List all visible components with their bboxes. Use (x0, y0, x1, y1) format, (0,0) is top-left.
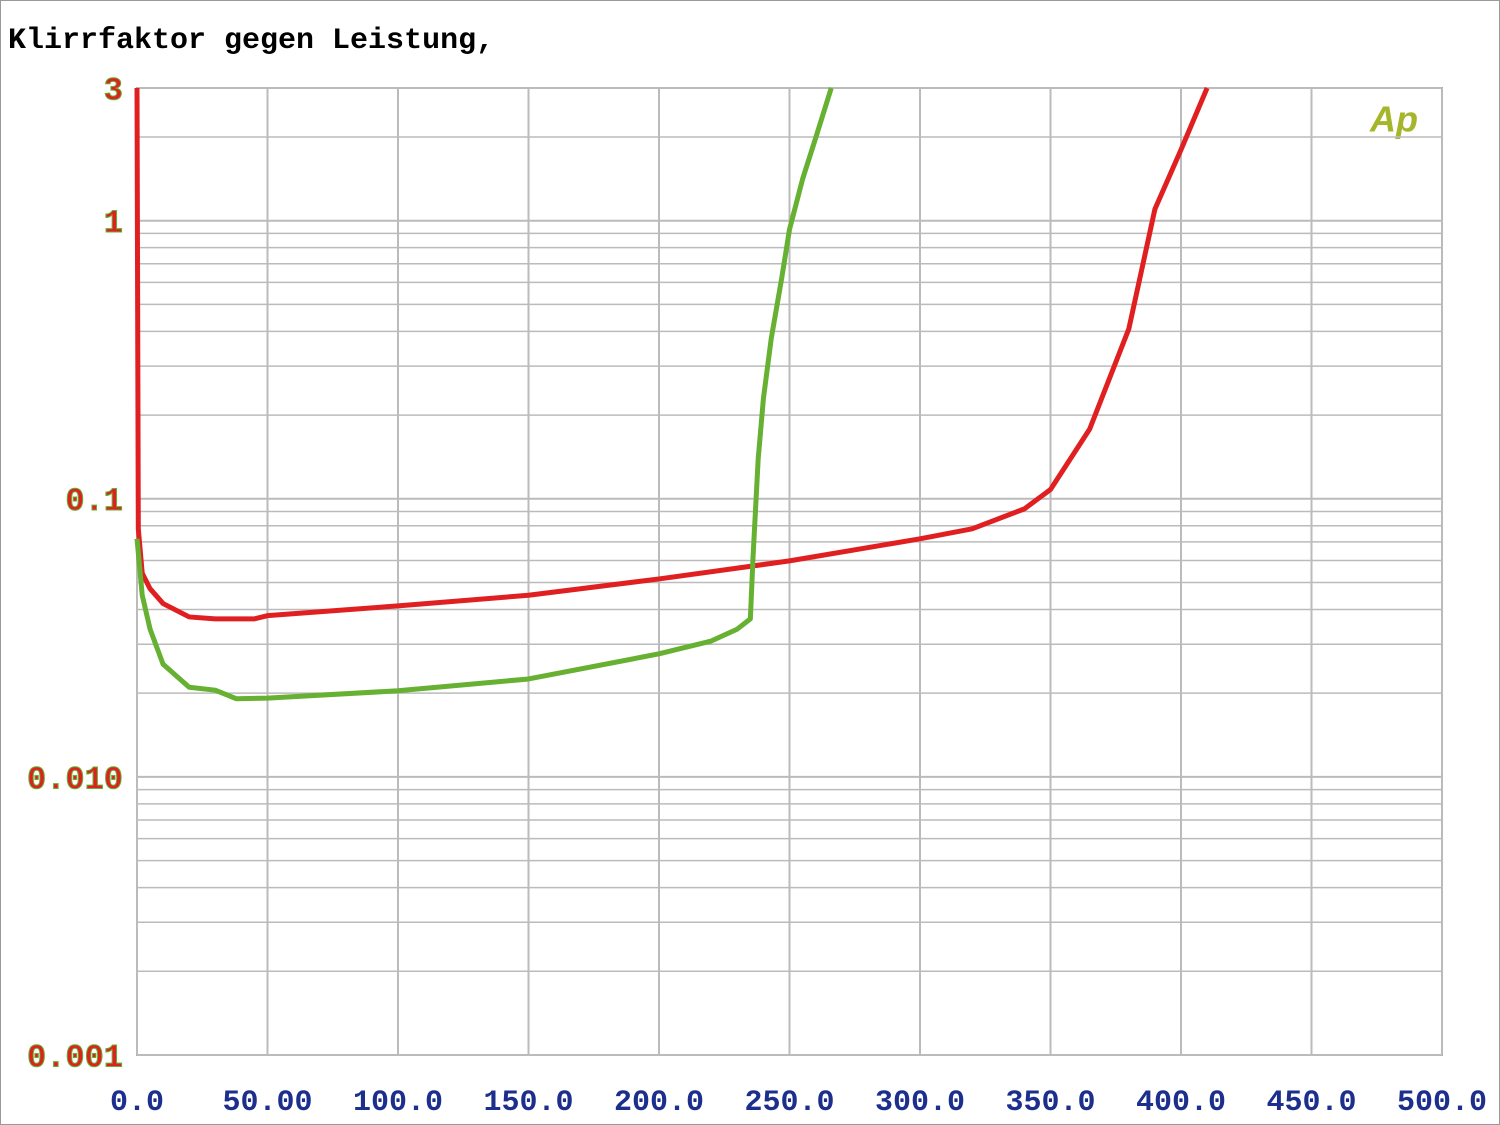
x-tick-label: 100.0 (353, 1086, 443, 1120)
x-tick-label: 300.0 (875, 1086, 965, 1120)
y-tick-label: 3 (104, 72, 123, 109)
x-tick-label: 350.0 (1005, 1086, 1095, 1120)
x-tick-label: 50.00 (222, 1086, 312, 1120)
x-tick-label: 200.0 (614, 1086, 704, 1120)
data-line (134, 87, 1210, 622)
x-tick-label: 400.0 (1136, 1086, 1226, 1120)
x-tick-label: 150.0 (483, 1086, 573, 1120)
y-tick-label: 0.001 (27, 1039, 123, 1076)
x-tick-label: 450.0 (1266, 1086, 1356, 1120)
y-tick-label: 0.1 (65, 483, 123, 520)
chart-title: Klirrfaktor gegen Leistung, (8, 24, 494, 58)
logo: Ap (1369, 99, 1418, 140)
x-tick-label: 250.0 (744, 1086, 834, 1120)
y-tick-label: 0.010 (27, 761, 123, 798)
y-tick-label: 1 (104, 205, 123, 242)
x-tick-label: 500.0 (1397, 1086, 1487, 1120)
x-tick-label: 0.0 (110, 1086, 164, 1120)
data-line (134, 87, 834, 702)
